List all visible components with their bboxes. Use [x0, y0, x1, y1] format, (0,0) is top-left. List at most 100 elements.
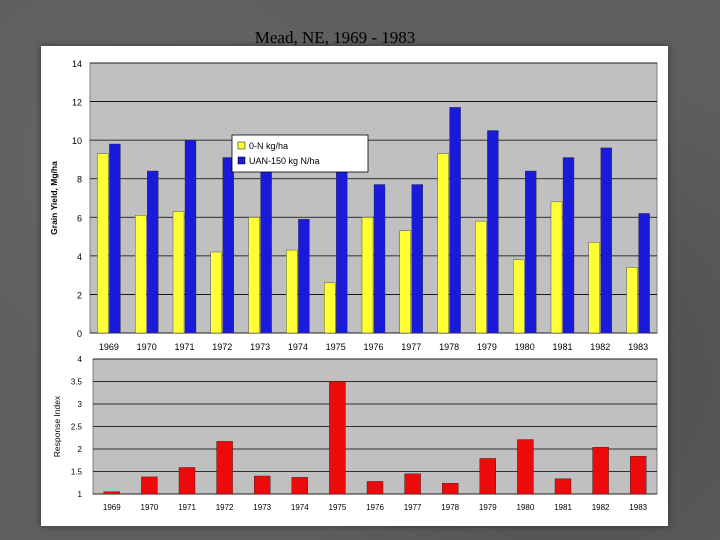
bar-response-1981	[554, 478, 572, 495]
bar-uan-1982	[600, 147, 612, 334]
bar-zero-n-1970	[134, 215, 147, 334]
x-tick-label: 1974	[288, 342, 308, 352]
x-tick-label: 1970	[141, 503, 159, 512]
y-tick-label: 4	[78, 355, 83, 364]
bar-uan-1976	[373, 184, 386, 334]
y-axis-label: Grain Yield, Mg/ha	[49, 161, 59, 235]
bar-uan-1971	[184, 139, 197, 334]
bar-zero-n-1974	[286, 249, 298, 334]
bar-response-1982	[592, 447, 609, 495]
bar-zero-n-1979	[475, 220, 487, 334]
bar-uan-1980	[525, 170, 537, 334]
y-tick-label: 3.5	[71, 378, 83, 387]
x-tick-label: 1974	[291, 503, 309, 512]
legend-label: 0-N kg/ha	[249, 141, 288, 151]
grain-yield-chart: 0 2 4 6 8 10 12 14 Grain Yield, Mg/ha 1969 1970 197…	[49, 59, 658, 352]
bar-zero-n-1977	[399, 230, 411, 334]
bar-response-1970	[141, 476, 158, 495]
bar-response-1972	[216, 441, 233, 495]
bar-response-1971	[178, 467, 196, 495]
y-axis-label: Response Index	[52, 395, 62, 457]
x-tick-label: 1981	[554, 503, 572, 512]
bar-uan-1979	[487, 130, 499, 334]
chart-card: 0 2 4 6 8 10 12 14 Grain Yield, Mg/ha 1969 1970 197…	[41, 46, 668, 526]
x-tick-label: 1977	[404, 503, 422, 512]
bar-uan-1983	[638, 213, 650, 334]
bar-zero-n-1969	[97, 153, 109, 334]
x-tick-label: 1969	[99, 342, 119, 352]
x-tick-label: 1973	[253, 503, 271, 512]
x-tick-label: 1975	[329, 503, 347, 512]
bar-response-1980	[517, 439, 534, 495]
bar-response-1979	[479, 458, 496, 495]
x-tick-label: 1976	[363, 342, 383, 352]
x-tick-label: 1969	[103, 503, 121, 512]
bar-response-1975	[329, 381, 346, 495]
bar-uan-1972	[222, 157, 235, 334]
bar-zero-n-1975	[324, 282, 336, 334]
bar-zero-n-1980	[513, 259, 525, 334]
bar-uan-1977	[411, 184, 423, 334]
y-tick-label: 10	[72, 136, 82, 146]
bar-uan-1970	[146, 170, 159, 334]
y-tick-label: 14	[72, 59, 82, 69]
x-tick-label: 1973	[250, 342, 270, 352]
x-tick-label: 1976	[366, 503, 384, 512]
bar-uan-1969	[109, 143, 121, 334]
bar-response-1983	[630, 456, 647, 495]
y-tick-label: 2	[78, 445, 83, 454]
x-tick-label: 1972	[216, 503, 234, 512]
bar-response-1973	[253, 475, 271, 495]
bar-zero-n-1981	[550, 201, 563, 334]
bar-response-1976	[366, 481, 384, 495]
x-tick-label: 1980	[515, 342, 535, 352]
bar-uan-1978	[449, 107, 461, 334]
bar-uan-1973	[260, 170, 272, 334]
bar-zero-n-1973	[248, 217, 260, 334]
x-tick-label: 1972	[212, 342, 232, 352]
x-tick-label: 1981	[552, 342, 572, 352]
x-tick-label: 1979	[479, 503, 497, 512]
bar-zero-n-1976	[361, 217, 374, 334]
x-tick-label: 1979	[477, 342, 497, 352]
bar-response-1978	[442, 483, 459, 495]
plot-area	[89, 62, 658, 334]
bar-response-1977	[404, 473, 421, 495]
legend-label: UAN-150 kg N/ha	[249, 156, 320, 166]
x-tick-label: 1980	[517, 503, 535, 512]
x-tick-label: 1982	[590, 342, 610, 352]
bar-zero-n-1972	[210, 251, 223, 334]
y-tick-label: 1	[78, 490, 83, 499]
x-tick-label: 1971	[178, 503, 196, 512]
y-tick-label: 8	[77, 175, 82, 185]
x-tick-label: 1978	[439, 342, 459, 352]
legend-box	[231, 134, 369, 173]
bar-zero-n-1982	[588, 242, 600, 334]
y-tick-label: 6	[77, 213, 82, 223]
legend-swatch	[237, 141, 246, 150]
legend-swatch	[237, 156, 246, 165]
bar-uan-1974	[298, 219, 310, 334]
y-tick-label: 3	[78, 400, 83, 409]
bar-zero-n-1978	[437, 153, 449, 334]
y-tick-label: 2	[77, 290, 82, 300]
x-tick-label: 1977	[401, 342, 421, 352]
x-tick-label: 1982	[592, 503, 610, 512]
y-tick-label: 12	[72, 98, 82, 108]
bar-zero-n-1971	[172, 211, 185, 334]
x-tick-label: 1971	[174, 342, 194, 352]
bar-zero-n-1983	[626, 267, 638, 334]
bar-uan-1975	[336, 157, 348, 334]
x-tick-label: 1975	[326, 342, 346, 352]
response-index-chart: 1 1.5 2 2.5 3 3.5 4 Response Index 1969 1970 1971 1…	[52, 355, 658, 512]
slide-title: Mead, NE, 1969 - 1983	[254, 28, 416, 47]
bar-response-1969	[103, 491, 120, 495]
bar-response-1974	[291, 477, 309, 495]
x-tick-label: 1970	[137, 342, 157, 352]
y-tick-label: 2.5	[71, 423, 83, 432]
y-tick-label: 4	[77, 252, 82, 262]
x-tick-label: 1978	[441, 503, 459, 512]
x-tick-label: 1983	[628, 342, 648, 352]
x-tick-label: 1983	[629, 503, 647, 512]
